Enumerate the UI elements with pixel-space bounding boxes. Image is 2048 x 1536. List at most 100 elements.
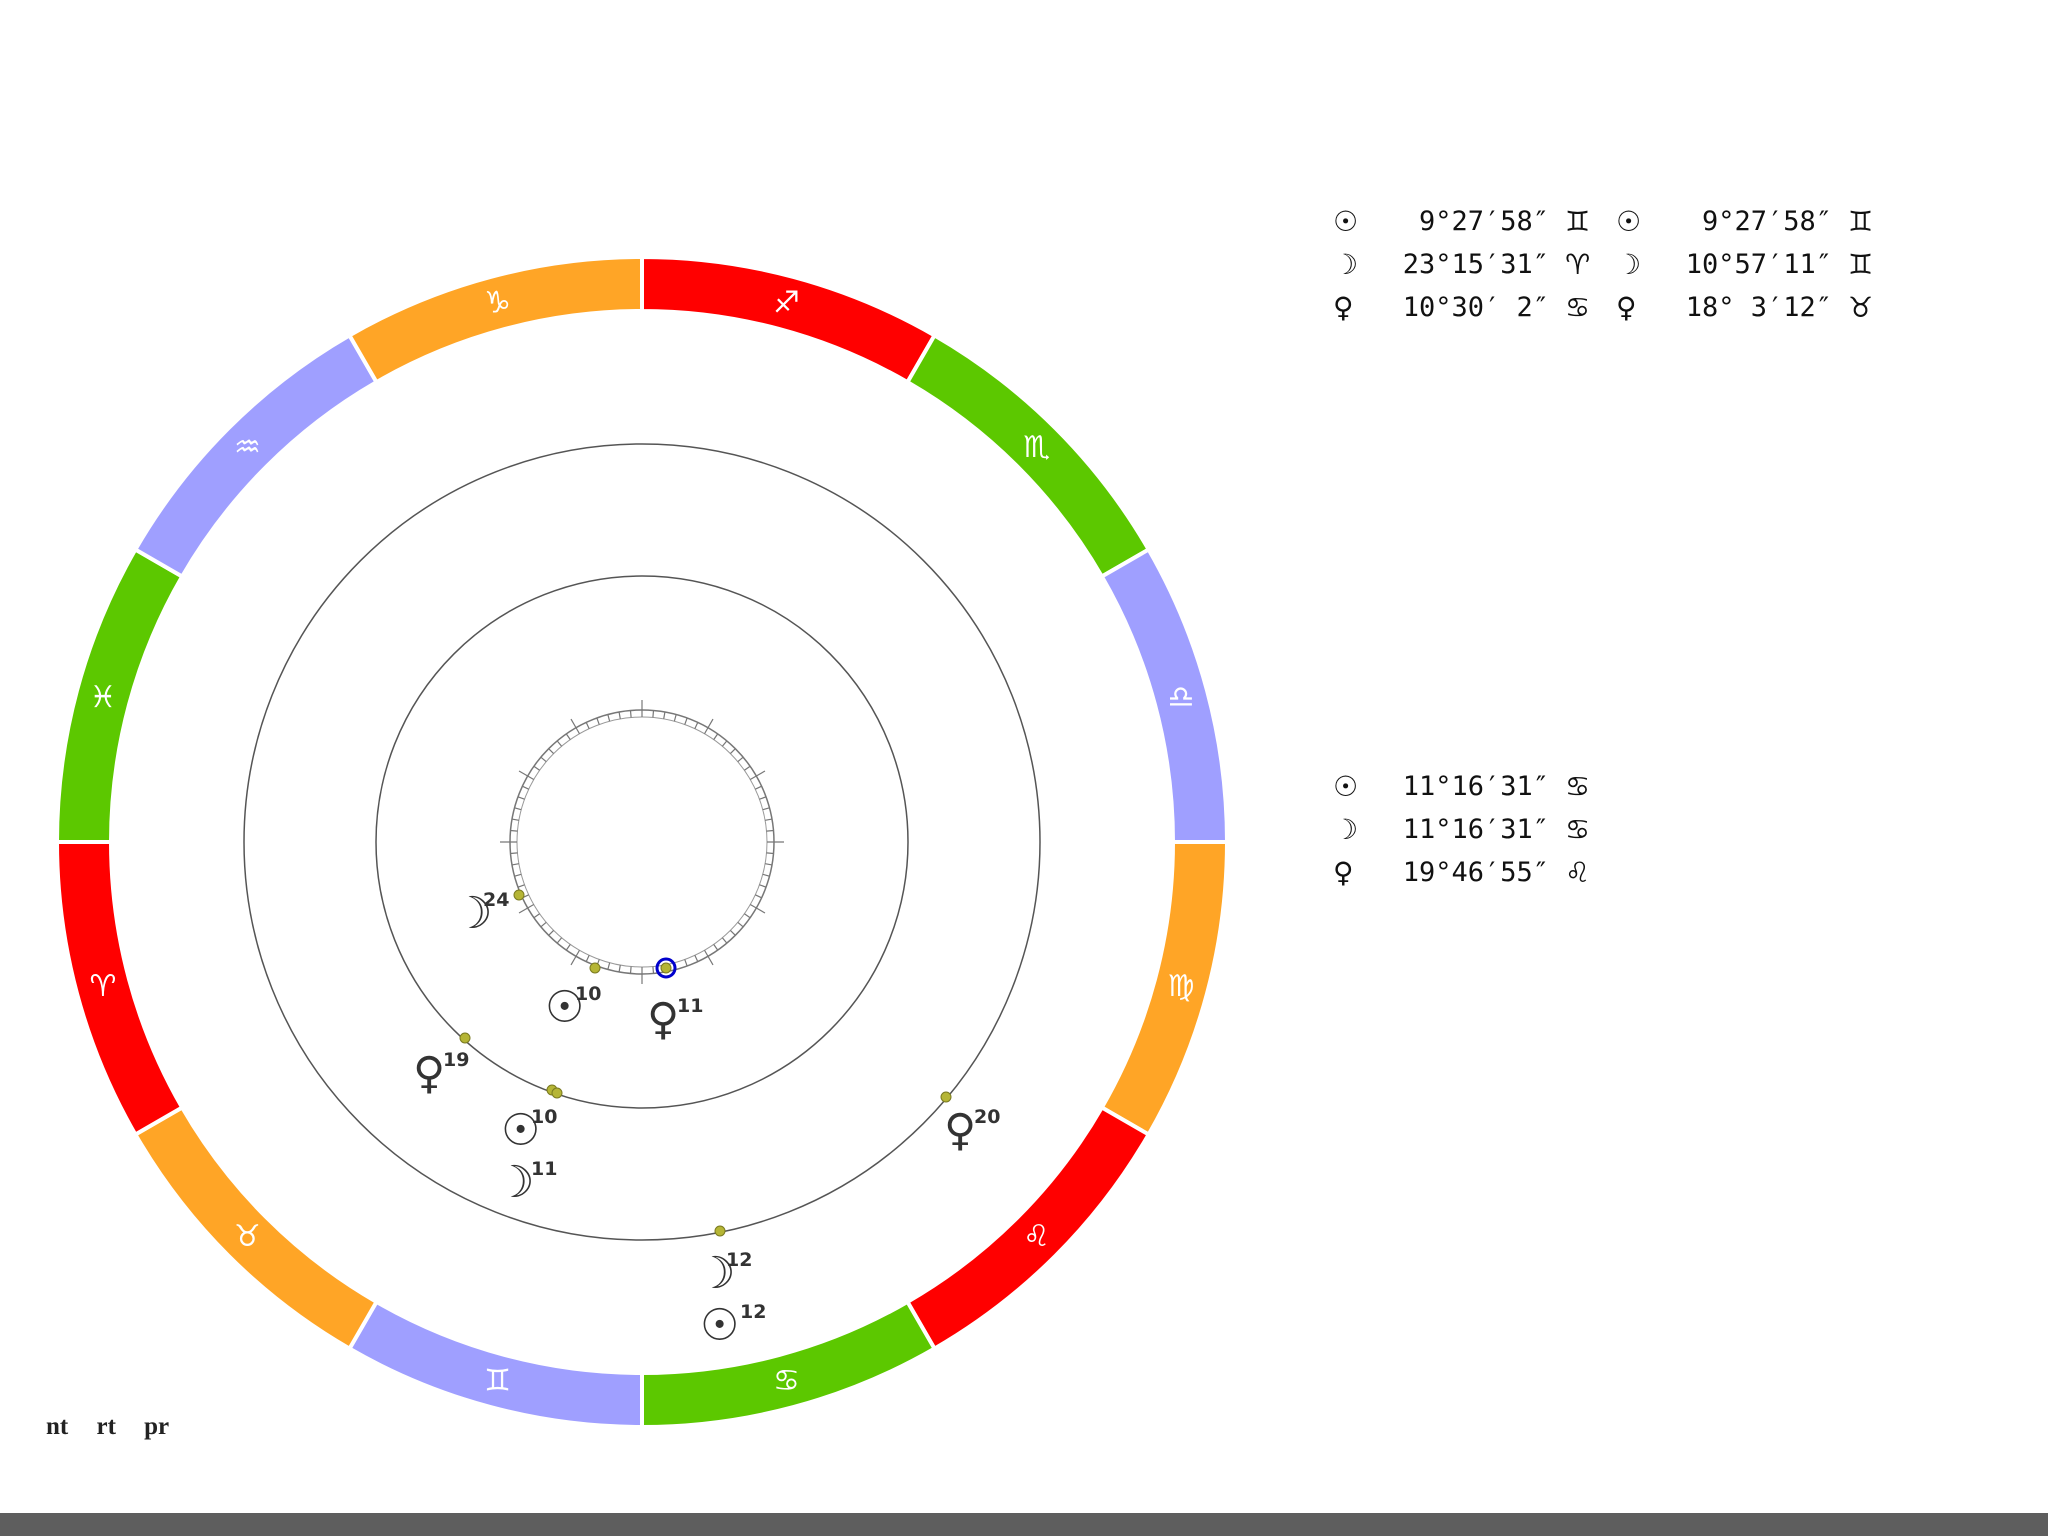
inner-sun-degree-label: 10 (575, 983, 601, 1005)
dial-tick (540, 756, 547, 763)
top-right-row: ☉ 9°27′58″ ♊ (1616, 200, 1890, 243)
venus-icon[interactable]: ♀ (944, 1105, 976, 1156)
dial-tick (518, 770, 535, 781)
planet-glyph-icon: ☉ (1333, 205, 1359, 238)
link-nt[interactable]: nt (46, 1413, 69, 1440)
inner-venus-highlight-ring (655, 957, 677, 979)
position-value: 9°27′58″ (1418, 206, 1549, 237)
sign-glyph-icon: ♊ (1565, 205, 1591, 238)
dial-tick (729, 929, 736, 936)
dial-tick (510, 829, 518, 832)
middle-venus-degree-label: 19 (443, 1049, 469, 1071)
venus-icon[interactable]: ♀ (647, 994, 679, 1045)
sign-glyph-icon: ♋ (1565, 813, 1591, 846)
sun-icon[interactable]: ☉ (545, 982, 584, 1033)
position-value: 9°27′58″ (1701, 206, 1832, 237)
dial-tick (764, 863, 773, 866)
aquarius-sign-icon: ♒ (234, 430, 261, 465)
outer-sun-degree-label: 12 (740, 1301, 766, 1323)
middle-sun-degree-label: 10 (531, 1106, 557, 1128)
dial-tick (721, 740, 728, 747)
top-left-row: ☉ 9°27′58″ ♊ (1333, 200, 1607, 243)
pisces-sign-icon: ♓ (90, 680, 117, 715)
inner-degree-dial (500, 700, 784, 984)
dial-tick (533, 913, 540, 919)
zodiac-segment-virgo (1099, 840, 1230, 1138)
dial-tick (694, 722, 699, 729)
inner-venus-dot (660, 962, 672, 974)
outer-orbit-circle (243, 443, 1041, 1241)
outer-moon-dot (714, 1225, 726, 1237)
dial-tick (755, 894, 762, 899)
planet-glyph-icon: ☉ (1616, 205, 1642, 238)
outer-venus-degree-label: 20 (974, 1106, 1000, 1128)
link-rt[interactable]: rt (96, 1413, 116, 1440)
dial-tick (755, 785, 762, 790)
venus-icon[interactable]: ♀ (413, 1048, 445, 1099)
zodiac-segment-pisces (54, 546, 185, 844)
middle-orbit-circle (375, 575, 909, 1109)
inner-dial-inner-circle (516, 716, 768, 968)
middle-row: ☉ 11°16′31″ ♋ (1333, 765, 1607, 808)
dial-tick (744, 913, 751, 919)
dial-tick (764, 818, 773, 821)
gemini-sign-icon: ♊ (484, 1363, 511, 1398)
planet-glyph-icon: ☽ (1616, 248, 1642, 281)
bottom-bar (0, 1513, 2048, 1536)
sun-icon[interactable]: ☉ (700, 1300, 739, 1351)
planet-markers: ☽24☉10 ♀11♀19☉10☽11♀20☽12☉ 12 (413, 888, 1000, 1351)
link-pr[interactable]: pr (144, 1413, 170, 1440)
dial-tick (749, 770, 766, 781)
dial-tick (514, 873, 522, 877)
dial-tick (694, 955, 699, 962)
dial-tick (721, 937, 728, 944)
middle-row: ♀ 19°46′55″ ♌ (1333, 851, 1607, 894)
dial-tick (652, 710, 655, 718)
sign-glyph-icon: ♈ (1565, 248, 1591, 281)
dial-tick (759, 796, 767, 800)
position-value: 10°30′ 2″ (1402, 292, 1549, 323)
virgo-sign-icon: ♍ (1168, 969, 1195, 1004)
planet-glyph-icon: ♀ (1616, 291, 1637, 324)
moon-icon[interactable]: ☽ (453, 888, 492, 939)
zodiac-segment-capricorn (346, 254, 644, 385)
planet-glyph-icon: ☉ (1333, 770, 1359, 803)
bottom-links: nt rt pr (46, 1413, 191, 1441)
dial-tick (762, 807, 770, 811)
dial-tick (570, 718, 581, 735)
dial-tick (607, 714, 611, 722)
moon-icon[interactable]: ☽ (495, 1157, 534, 1208)
sign-glyph-icon: ♉ (1848, 291, 1874, 324)
position-value: 10°57′11″ (1685, 249, 1832, 280)
sun-icon[interactable]: ☉ (501, 1105, 540, 1156)
dial-tick (540, 921, 547, 928)
sign-glyph-icon: ♋ (1565, 770, 1591, 803)
outer-venus-dot (940, 1091, 952, 1103)
leo-sign-icon: ♌ (1023, 1219, 1050, 1254)
inner-sun-dot (589, 962, 601, 974)
dial-tick (511, 863, 520, 866)
position-value: 18° 3′12″ (1685, 292, 1832, 323)
dial-tick (607, 962, 611, 970)
dial-tick (684, 717, 688, 725)
dial-tick (596, 717, 600, 725)
dial-tick (629, 966, 632, 974)
dial-tick (585, 722, 590, 729)
zodiac-segment-aries (54, 840, 185, 1138)
dial-tick (652, 966, 655, 974)
middle-moon-dot (551, 1087, 563, 1099)
dial-tick (766, 829, 774, 832)
dial-tick (570, 949, 581, 966)
dial-tick (713, 944, 719, 951)
top-right-row: ♀ 18° 3′12″ ♉ (1616, 286, 1890, 329)
dial-tick (673, 714, 677, 722)
dial-tick (517, 884, 525, 888)
outer-moon-degree-label: 12 (726, 1249, 752, 1271)
taurus-sign-icon: ♉ (234, 1219, 261, 1254)
inner-moon-dot (513, 889, 525, 901)
dial-tick (533, 765, 540, 771)
moon-icon[interactable]: ☽ (696, 1248, 735, 1299)
positions-table-top-right: ☉ 9°27′58″ ♊ ☽ 10°57′11″ ♊ ♀ 18° 3′12″ ♉ (1616, 200, 1890, 329)
positions-table-middle: ☉ 11°16′31″ ♋ ☽ 11°16′31″ ♋ ♀ 19°46′55″ ♌ (1333, 765, 1607, 894)
dial-tick (684, 959, 688, 967)
